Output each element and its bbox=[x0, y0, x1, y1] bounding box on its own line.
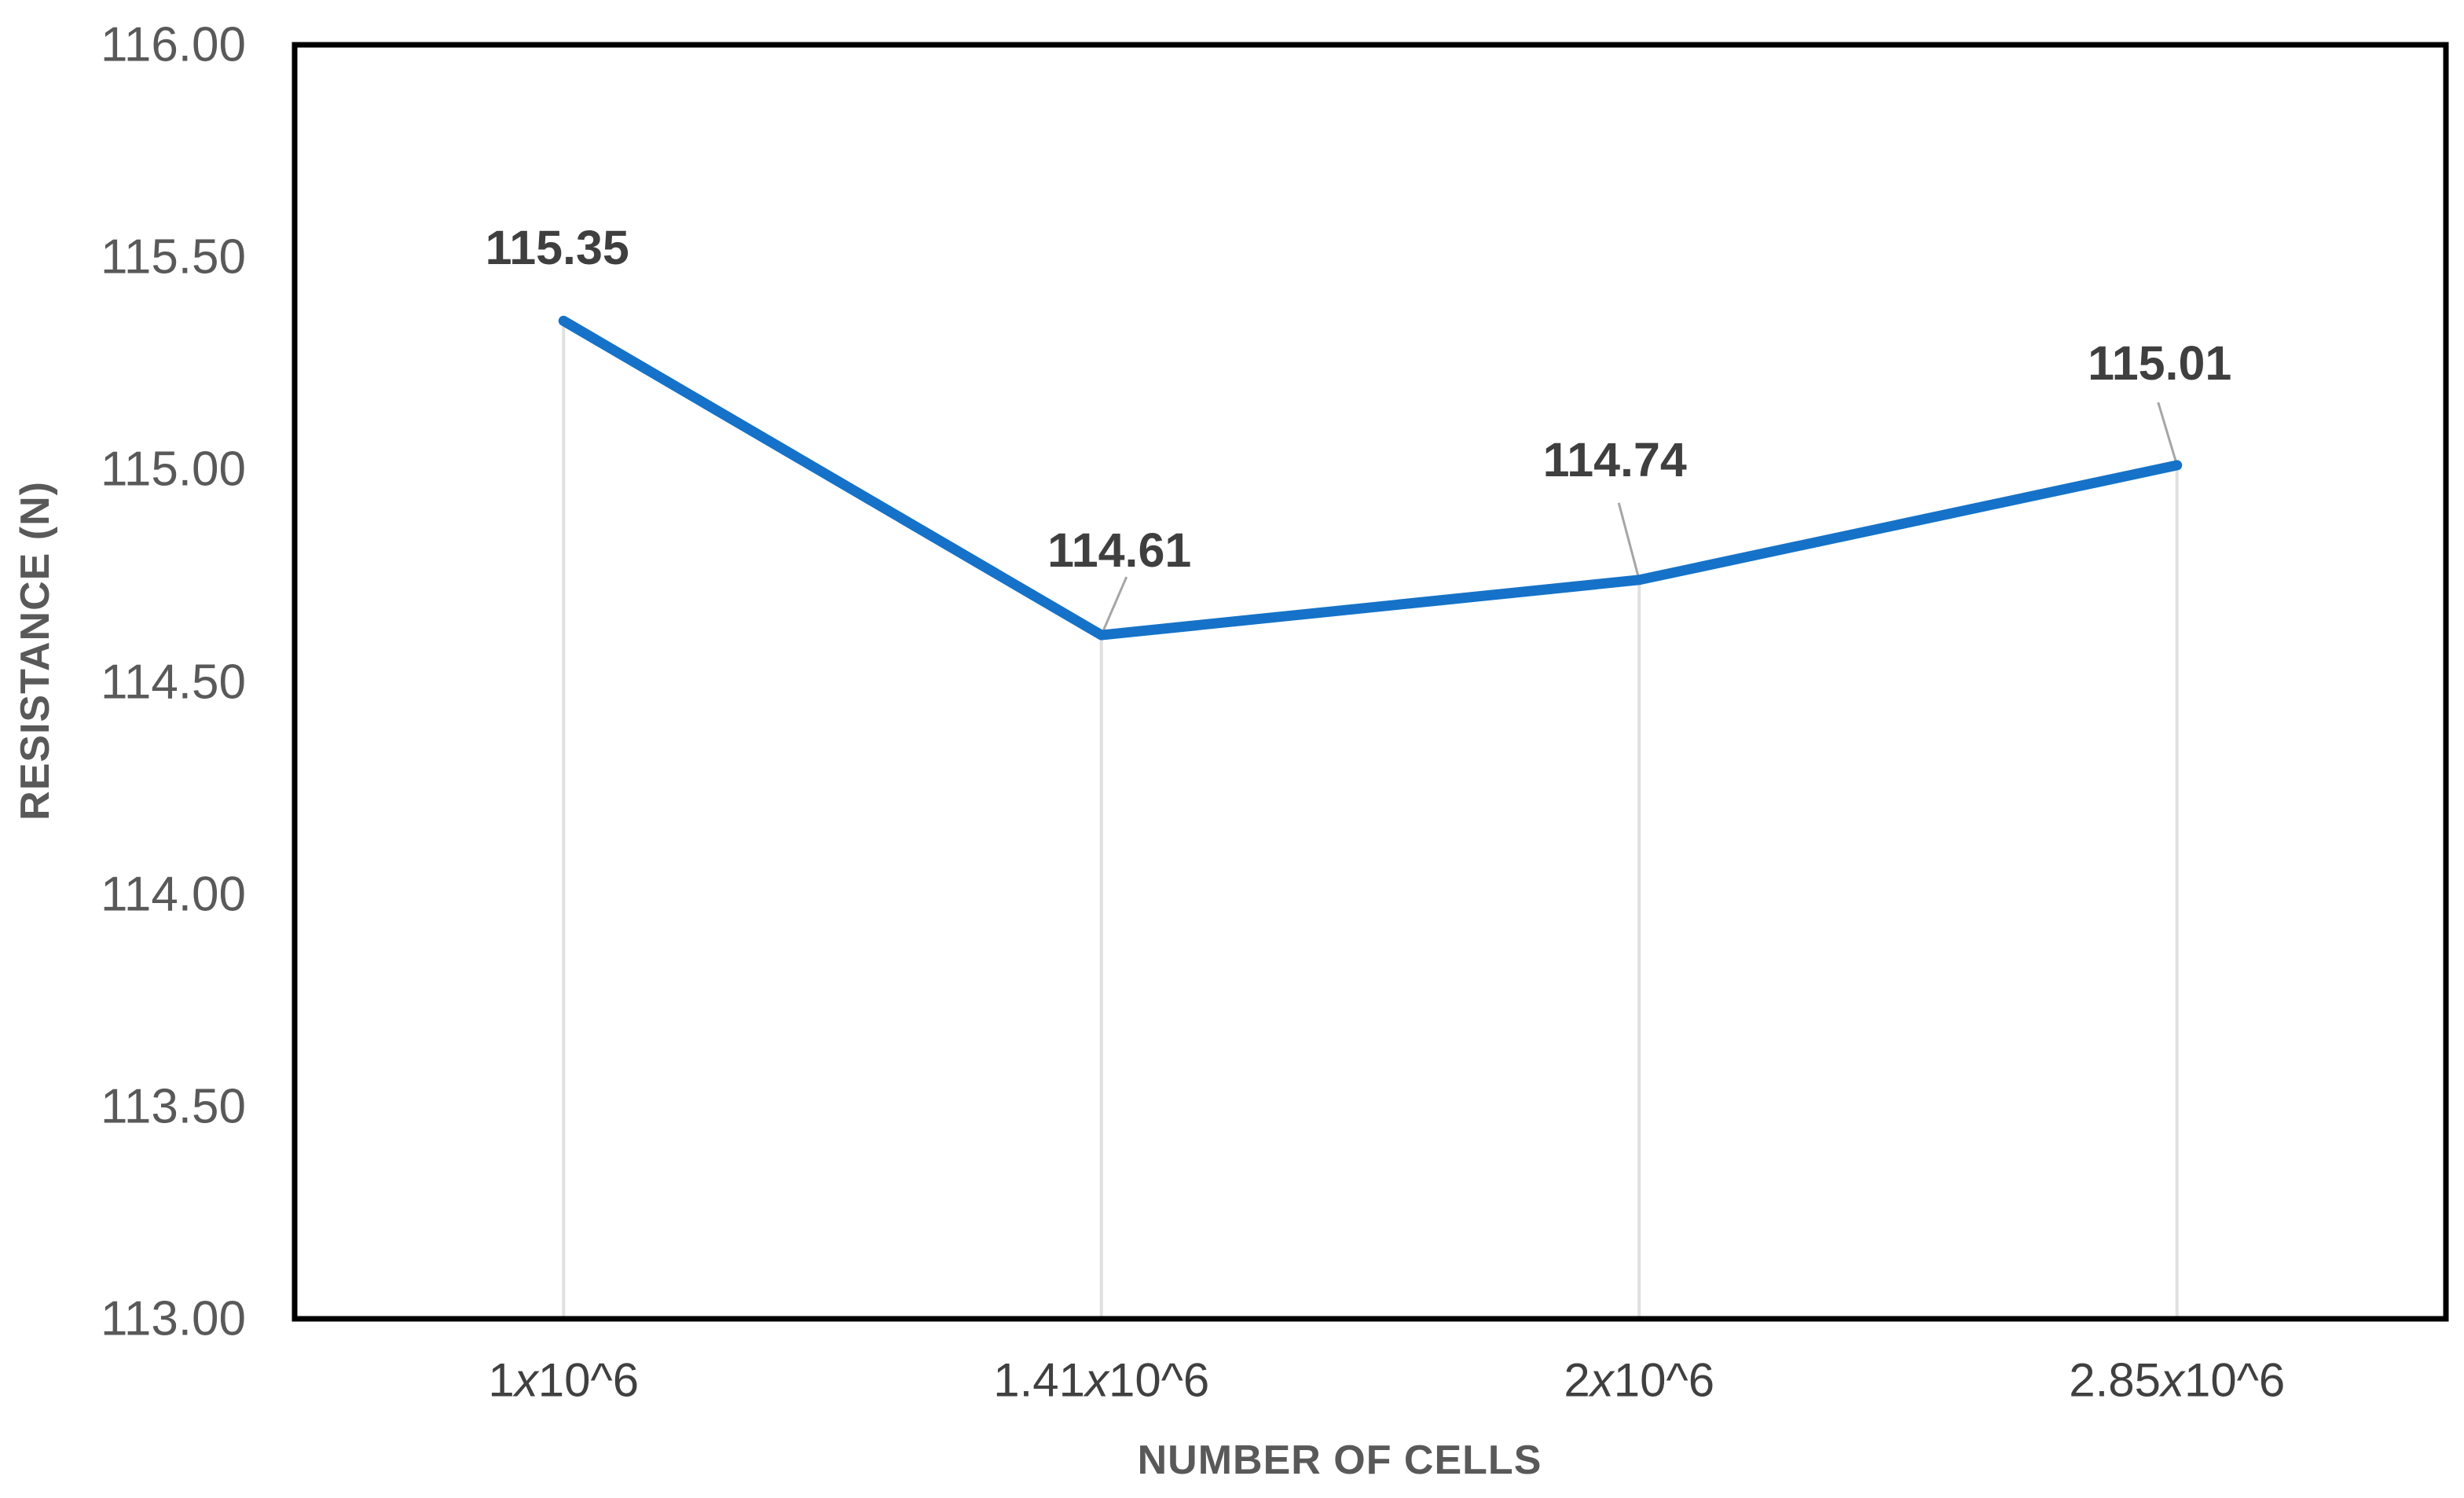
y-axis-tick-label: 114.50 bbox=[100, 655, 246, 709]
x-axis-tick-label: 1x10^6 bbox=[488, 1353, 640, 1407]
data-point-label: 114.61 bbox=[1047, 523, 1192, 578]
multiplication-x: x bbox=[2161, 1353, 2185, 1407]
multiplication-x: x bbox=[1590, 1353, 1614, 1407]
x-axis-tick-label: 2x10^6 bbox=[1564, 1353, 1715, 1407]
y-axis-tick-label: 114.00 bbox=[100, 867, 246, 922]
multiplication-x: x bbox=[1085, 1353, 1109, 1407]
x-axis-tick-label: 1.41x10^6 bbox=[993, 1353, 1210, 1407]
data-point-label: 115.35 bbox=[485, 221, 629, 275]
y-axis-title: RESISTANCE (N) bbox=[13, 481, 58, 821]
x-axis-title: NUMBER OF CELLS bbox=[1137, 1437, 1542, 1483]
data-label-leader-line bbox=[1100, 576, 1128, 636]
data-point-label: 114.74 bbox=[1542, 432, 1687, 486]
y-axis-tick-label: 115.50 bbox=[100, 229, 246, 285]
y-axis-tick-label: 113.50 bbox=[100, 1079, 246, 1134]
series-line bbox=[558, 315, 2183, 641]
data-label-leader-line bbox=[1617, 502, 1641, 581]
plot-border bbox=[292, 42, 2449, 1322]
x-axis-tick-label: 2.85x10^6 bbox=[2069, 1353, 2286, 1407]
multiplication-x: x bbox=[514, 1353, 538, 1407]
data-label-leader-line bbox=[2157, 402, 2179, 466]
y-axis-tick-label: 113.00 bbox=[100, 1291, 246, 1346]
data-point-label: 115.01 bbox=[2088, 336, 2232, 390]
y-axis-tick-label: 116.00 bbox=[100, 17, 246, 72]
y-axis-tick-label: 115.00 bbox=[100, 442, 246, 497]
